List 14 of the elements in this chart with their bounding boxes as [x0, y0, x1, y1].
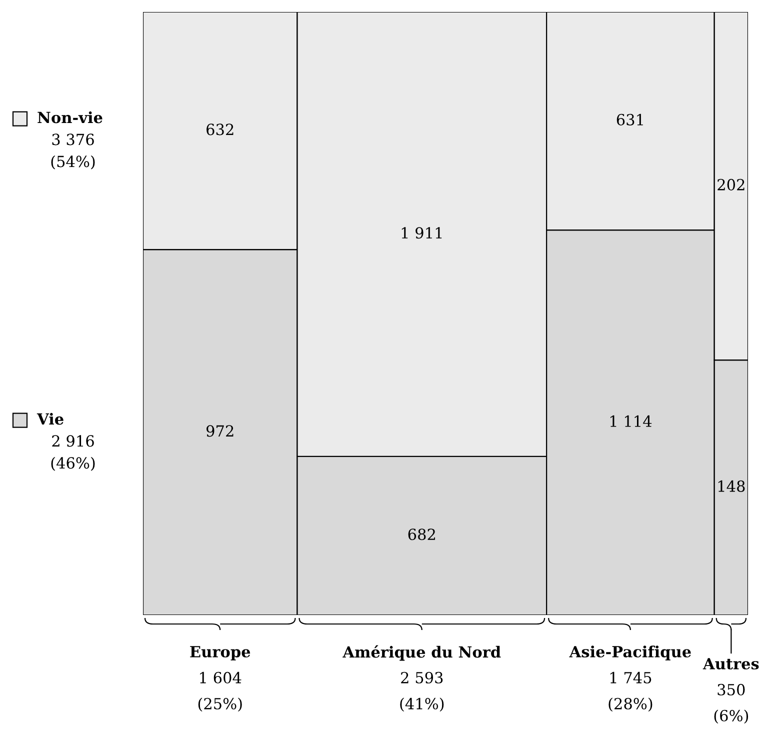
data-label: 632 — [206, 124, 234, 136]
legend-label: Non-vie 3 376 (54%) — [38, 111, 102, 170]
data-label: 1 911 — [402, 227, 442, 239]
category-label: Europe 1 604 (25%) — [190, 646, 250, 712]
category-label: Asie-Pacifique 1 745 (28%) — [569, 646, 691, 712]
data-label: 631 — [616, 114, 643, 126]
data-label: 1 114 — [610, 415, 652, 427]
legend-label: Vie 2 916 (46%) — [36, 412, 95, 471]
data-label: 972 — [206, 425, 234, 437]
category-label: Amérique du Nord 2 593 (41%) — [342, 645, 501, 712]
data-label: 202 — [718, 178, 744, 190]
data-label: 148 — [718, 480, 745, 492]
category-label: Autres 350 (6%) — [702, 658, 759, 724]
data-label: 682 — [408, 528, 435, 540]
